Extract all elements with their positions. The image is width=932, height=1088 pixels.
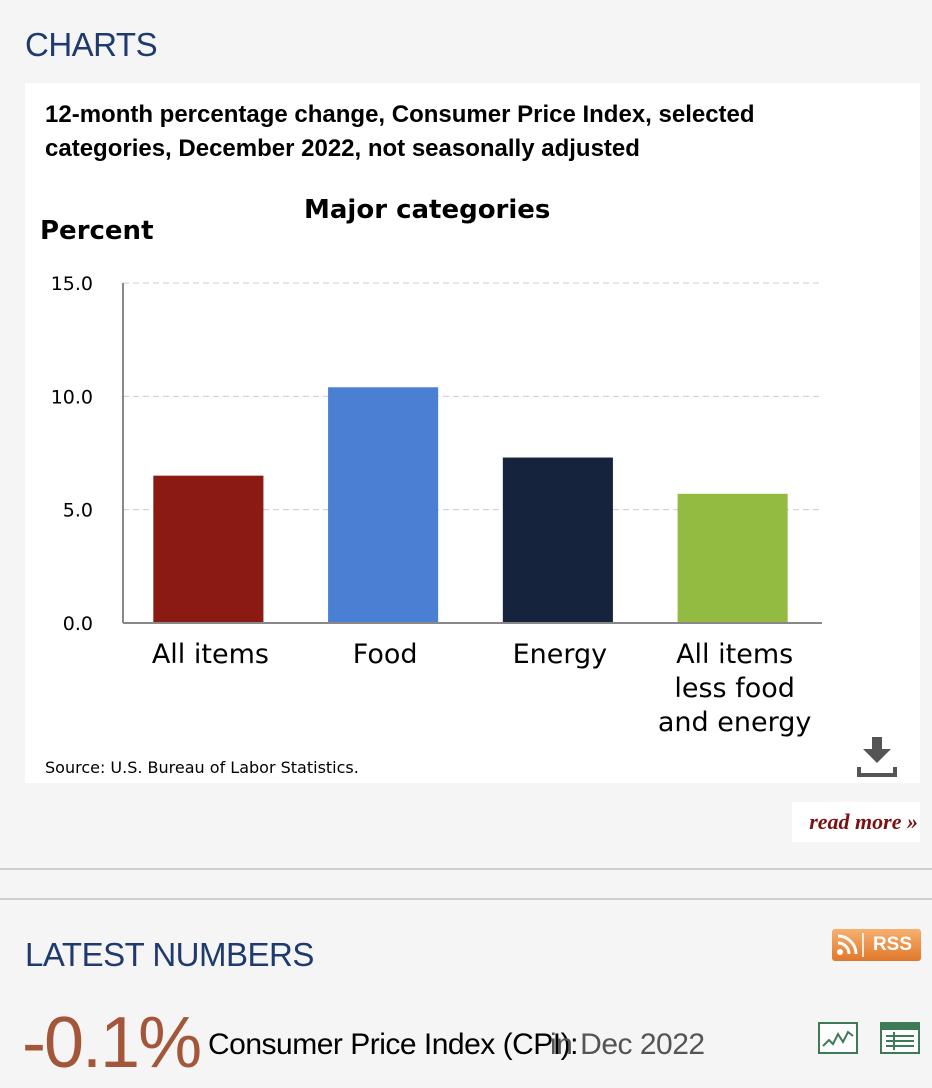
- chart-panel: 12-month percentage change, Consumer Pri…: [25, 83, 920, 783]
- download-button[interactable]: [855, 733, 899, 779]
- x-tick-label: All items: [152, 639, 269, 670]
- cpi-name[interactable]: Consumer Price Index (CPI):: [208, 1028, 578, 1061]
- x-tick-label: Food: [353, 639, 418, 670]
- cpi-value: -0.1%: [22, 1003, 202, 1083]
- rss-button[interactable]: RSS: [832, 929, 921, 961]
- y-axis-label: Percent: [40, 216, 154, 246]
- download-icon: [857, 737, 897, 777]
- y-tick-label: 15.0: [51, 273, 93, 295]
- section-title-latest-numbers: LATEST NUMBERS: [25, 936, 314, 973]
- y-tick-label: 0.0: [63, 613, 93, 635]
- x-tick-label: All items less food and energy: [658, 639, 811, 738]
- cpi-period: in Dec 2022: [550, 1028, 705, 1061]
- bar-2: [328, 387, 439, 623]
- chart-title: 12-month percentage change, Consumer Pri…: [45, 101, 755, 162]
- rss-separator: [862, 933, 864, 957]
- rss-feed-icon: [832, 929, 862, 961]
- read-more-link[interactable]: read more »: [792, 802, 920, 842]
- bar-4: [677, 493, 788, 623]
- table-icon[interactable]: [880, 1022, 920, 1054]
- x-tick-label: Energy: [513, 639, 608, 670]
- divider: [0, 898, 932, 900]
- chart-icon[interactable]: [818, 1022, 858, 1054]
- bar-1: [153, 475, 264, 623]
- chart-subtitle: Major categories: [304, 195, 551, 225]
- rss-label: RSS: [872, 934, 913, 955]
- chart-source: Source: U.S. Bureau of Labor Statistics.: [45, 758, 359, 777]
- bar-chart: 15.0 10.0 5.0 0.0 All items Food Energy All ite…: [51, 273, 822, 738]
- divider: [0, 868, 932, 870]
- bar-3: [502, 457, 613, 623]
- y-tick-label: 10.0: [51, 386, 93, 408]
- section-title-charts: CHARTS: [25, 26, 158, 63]
- y-tick-label: 5.0: [63, 500, 93, 522]
